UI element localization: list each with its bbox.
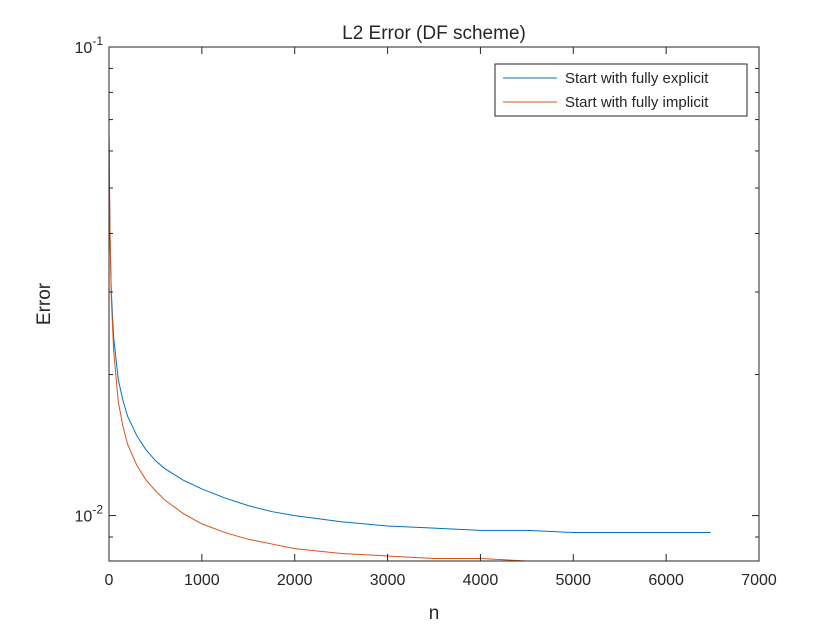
plot-area (109, 47, 759, 561)
legend-label-1: Start with fully explicit (565, 70, 709, 87)
x-tick-label: 7000 (741, 572, 777, 589)
x-tick-label: 0 (105, 572, 114, 589)
y-tick-label: 10-2 (75, 503, 104, 526)
x-axis-label: n (429, 603, 440, 624)
x-tick-label: 2000 (277, 572, 313, 589)
chart-title: L2 Error (DF scheme) (342, 23, 526, 44)
x-tick-label: 3000 (370, 572, 406, 589)
axes-box (108, 46, 760, 562)
axes-layer (108, 46, 760, 562)
legend-box (494, 63, 748, 117)
x-tick-label: 6000 (648, 572, 684, 589)
series-line-1 (108, 134, 711, 534)
y-axis-label: Error (34, 282, 55, 325)
y-tick-label: 10-1 (75, 34, 104, 57)
x-tick-label: 1000 (184, 572, 220, 589)
legend: Start with fully explicit Start with full… (494, 63, 748, 117)
x-tick-label: 4000 (463, 572, 499, 589)
x-tick-label: 5000 (555, 572, 591, 589)
tick-layer: 0 1000 2000 3000 4000 5000 6000 7000 10-1 10-2 (75, 34, 777, 589)
series-layer (108, 131, 711, 562)
series-line-2 (108, 131, 711, 562)
legend-label-2: Start with fully implicit (565, 94, 709, 111)
